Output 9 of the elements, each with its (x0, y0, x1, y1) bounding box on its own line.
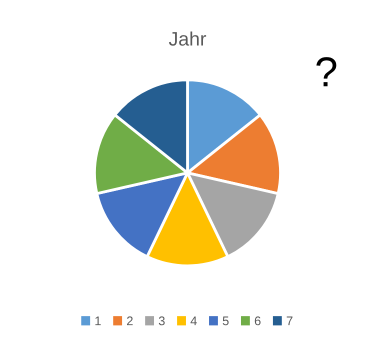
legend-label: 6 (254, 316, 261, 326)
legend-label: 3 (158, 316, 165, 326)
legend-label: 2 (127, 316, 133, 326)
legend-label: 4 (190, 316, 197, 326)
text: ? (316, 57, 336, 86)
legend-label: 1 (95, 316, 101, 326)
legend-label: 7 (286, 316, 292, 326)
chart-title: Jahr (168, 31, 206, 46)
legend-label: 5 (222, 316, 229, 326)
